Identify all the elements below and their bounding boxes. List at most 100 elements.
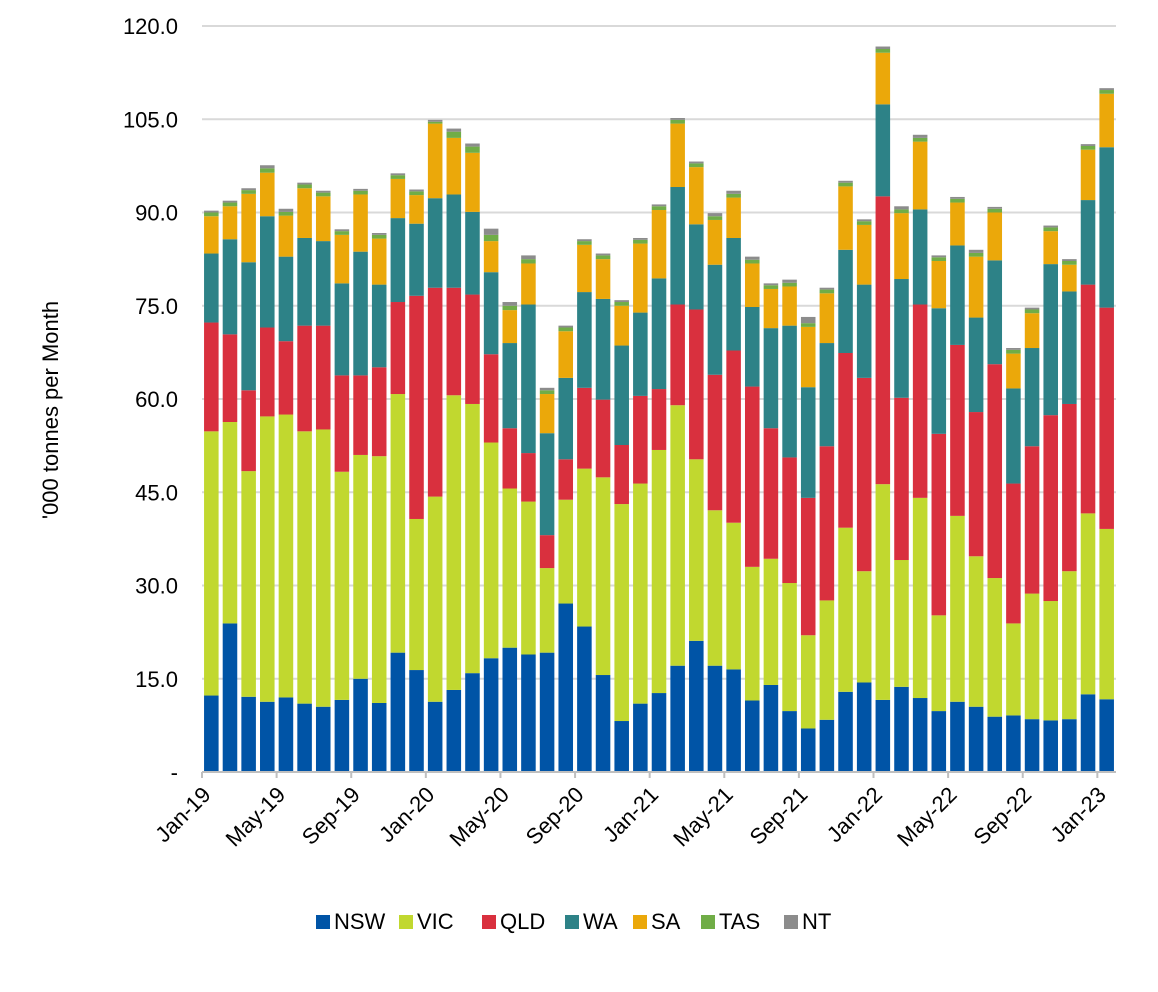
bar-segment-sa-mar-22 xyxy=(912,141,928,210)
bar-segment-tas-jan-22 xyxy=(875,49,891,53)
bar-segment-qld-jul-22 xyxy=(987,364,1003,579)
bar-segment-nt-apr-22 xyxy=(931,255,947,258)
bar-segment-tas-dec-22 xyxy=(1080,145,1096,150)
bar-segment-nsw-oct-19 xyxy=(371,703,387,772)
bar-segment-qld-nov-21 xyxy=(838,353,853,528)
bar-segment-wa-jun-21 xyxy=(744,306,760,387)
bar-segment-vic-apr-22 xyxy=(931,615,947,712)
bar-segment-qld-jul-20 xyxy=(539,535,555,569)
bar-segment-vic-apr-20 xyxy=(483,442,499,659)
bar-segment-wa-jun-20 xyxy=(521,304,536,454)
bar-segment-wa-oct-20 xyxy=(595,298,611,400)
bar-segment-nsw-oct-22 xyxy=(1043,720,1058,772)
legend-swatch xyxy=(784,915,798,929)
bar-segment-nt-mar-20 xyxy=(465,143,480,147)
bar-segment-qld-feb-20 xyxy=(446,287,462,396)
bar-segment-nsw-jan-19 xyxy=(204,695,219,772)
bar-segment-nt-dec-22 xyxy=(1080,144,1096,146)
bar-segment-sa-feb-21 xyxy=(670,123,685,188)
bar-segment-vic-jan-20 xyxy=(427,496,443,702)
bar-segment-nt-mar-21 xyxy=(689,161,704,164)
bar-segment-nt-nov-21 xyxy=(838,180,853,183)
legend-item-qld: QLD xyxy=(482,909,545,934)
bar-segment-wa-aug-20 xyxy=(558,377,574,460)
bar-segment-nt-may-20 xyxy=(502,302,518,306)
bar-segment-qld-apr-20 xyxy=(483,354,499,443)
bar-segment-nt-sep-21 xyxy=(800,316,816,324)
bar-segment-nsw-apr-20 xyxy=(483,658,499,772)
bar-segment-tas-aug-22 xyxy=(1006,349,1021,354)
bar-segment-qld-feb-22 xyxy=(894,397,909,561)
x-tick-label: Sep-21 xyxy=(745,782,813,850)
bar-segment-tas-feb-21 xyxy=(670,119,685,124)
bar-segment-qld-jul-19 xyxy=(315,325,331,430)
bar-segment-tas-dec-20 xyxy=(633,239,648,244)
bar-segment-nsw-mar-20 xyxy=(465,673,480,772)
legend-item-tas: TAS xyxy=(701,909,760,934)
bar-segment-wa-sep-22 xyxy=(1024,348,1040,447)
bar-segment-nsw-apr-19 xyxy=(260,701,275,772)
bar-segment-tas-nov-20 xyxy=(614,302,629,306)
x-tick-label: Sep-20 xyxy=(521,782,589,850)
legend-swatch xyxy=(701,915,715,929)
bar-segment-vic-jun-20 xyxy=(521,501,536,655)
bar-segment-wa-nov-20 xyxy=(614,345,629,446)
bar-segment-tas-feb-22 xyxy=(894,209,909,214)
bar-segment-qld-may-19 xyxy=(278,341,294,415)
x-tick-label: Jan-22 xyxy=(822,782,887,847)
bar-segment-wa-jan-21 xyxy=(651,278,667,390)
bar-segment-tas-may-20 xyxy=(502,305,518,311)
bar-segment-vic-jun-19 xyxy=(297,431,312,704)
bar-segment-nt-oct-21 xyxy=(819,287,835,290)
legend: NSW VIC QLD WA SA TAS NT xyxy=(316,909,831,934)
bar-segment-tas-dec-19 xyxy=(409,191,424,196)
bar-segment-nsw-feb-20 xyxy=(446,689,462,772)
bar-segment-nt-may-21 xyxy=(726,190,741,194)
bar-segment-vic-oct-20 xyxy=(595,477,611,676)
bar-segment-tas-jun-22 xyxy=(968,252,984,257)
bar-segment-qld-aug-20 xyxy=(558,459,574,500)
bar-segment-qld-sep-19 xyxy=(353,375,368,455)
bar-segment-vic-may-20 xyxy=(502,488,518,648)
bar-segment-qld-dec-19 xyxy=(409,295,424,519)
bar-segment-qld-jul-21 xyxy=(763,428,779,559)
bar-segment-qld-feb-21 xyxy=(670,304,685,406)
bar-segment-tas-oct-19 xyxy=(371,234,387,239)
bar-segment-qld-jan-23 xyxy=(1099,307,1114,529)
bar-segment-nsw-feb-22 xyxy=(894,686,909,772)
bar-segment-vic-jul-19 xyxy=(315,429,331,707)
bar-segment-tas-jun-19 xyxy=(297,184,312,189)
bar-segment-nsw-nov-21 xyxy=(838,691,853,772)
bar-segment-qld-aug-22 xyxy=(1006,483,1021,624)
bar-segment-wa-aug-22 xyxy=(1006,388,1021,484)
bar-segment-nt-feb-19 xyxy=(222,200,238,203)
legend-swatch xyxy=(482,915,496,929)
bar-segment-sa-aug-22 xyxy=(1006,353,1021,389)
bar-segment-wa-jun-19 xyxy=(297,237,312,326)
bar-segment-sa-may-19 xyxy=(278,215,294,257)
bar-segment-vic-sep-22 xyxy=(1024,593,1040,720)
bar-segment-qld-jan-20 xyxy=(427,287,443,497)
bar-segment-wa-jul-19 xyxy=(315,241,331,326)
legend-item-wa: WA xyxy=(565,909,618,934)
x-tick-label: Jan-21 xyxy=(598,782,663,847)
bar-segment-tas-mar-20 xyxy=(465,146,480,153)
bar-segment-tas-jan-20 xyxy=(427,121,443,124)
bar-segment-qld-jan-19 xyxy=(204,322,219,432)
legend-label: SA xyxy=(651,909,681,934)
bar-segment-nt-dec-19 xyxy=(409,189,424,192)
bar-segment-nt-jan-21 xyxy=(651,204,667,207)
bar-segment-vic-sep-21 xyxy=(800,635,816,729)
bar-segment-nt-jan-22 xyxy=(875,46,891,50)
bar-segment-sa-sep-21 xyxy=(800,326,816,388)
bar-segment-qld-may-21 xyxy=(726,350,741,523)
x-tick-label: May-20 xyxy=(444,782,514,852)
y-tick-label: 120.0 xyxy=(123,14,178,39)
bar-segment-nsw-sep-19 xyxy=(353,678,368,772)
bar-segment-vic-jun-22 xyxy=(968,556,984,707)
bar-segment-vic-jun-21 xyxy=(744,566,760,701)
bar-segment-nt-oct-22 xyxy=(1043,225,1058,228)
bar-segment-wa-sep-19 xyxy=(353,251,368,376)
bar-segment-wa-dec-22 xyxy=(1080,200,1096,285)
